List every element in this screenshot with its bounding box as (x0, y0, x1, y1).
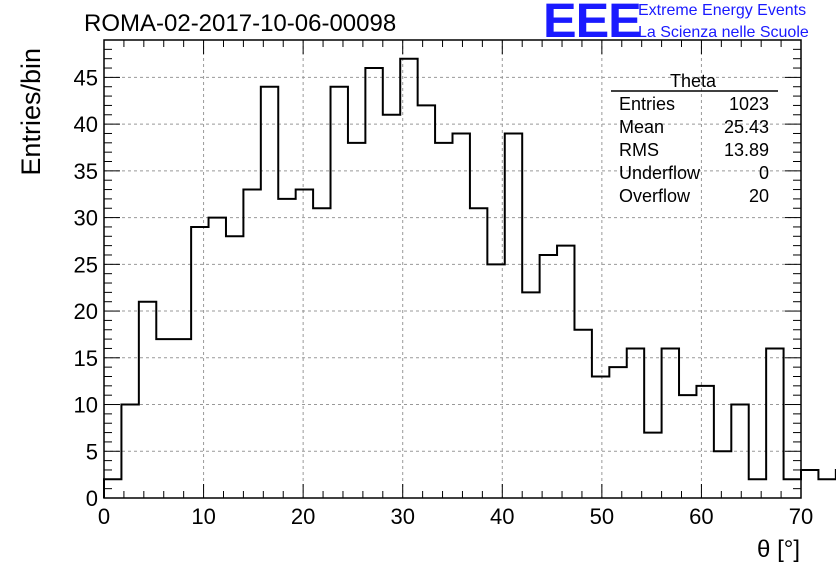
y-axis-label: Entries/bin (16, 48, 46, 176)
tick-labels: 0 10 20 30 40 50 60 70 0 5 10 15 20 25 30 35 40 45 (74, 65, 814, 529)
histogram-bin (226, 236, 243, 498)
x-tick-label: 20 (291, 504, 315, 529)
histogram-bin (243, 190, 260, 498)
histogram-bin (749, 479, 766, 498)
grid (104, 40, 801, 498)
logo-text-line1: Extreme Energy Events (638, 2, 807, 19)
stats-label: Overflow (619, 186, 691, 206)
plot-frame (103, 39, 802, 499)
histogram-bin (662, 348, 679, 498)
stats-label: Underflow (619, 163, 701, 183)
y-tick-label: 35 (74, 159, 98, 184)
histogram-bin (435, 143, 452, 498)
histogram-bin (278, 199, 295, 498)
x-tick-label: 10 (191, 504, 215, 529)
logo-text-line2: La Scienza nelle Scuole (638, 24, 809, 41)
histogram-bin (592, 376, 609, 498)
histogram-bin (714, 451, 731, 498)
histogram-series (103, 57, 836, 498)
histogram-bin (331, 87, 348, 498)
y-tick-label: 10 (74, 393, 98, 418)
histogram-bin (644, 433, 661, 498)
y-tick-label: 5 (86, 439, 98, 464)
histogram-bin (818, 479, 835, 498)
x-tick-label: 30 (390, 504, 414, 529)
x-tick-label: 0 (98, 504, 110, 529)
histogram-bin (453, 133, 470, 498)
histogram-bin (609, 367, 626, 498)
histogram-bin (191, 227, 208, 498)
stats-box: Theta Entries 1023 Mean 25.43 RMS 13.89 Underf… (611, 71, 778, 206)
x-axis-label: θ [°] (757, 536, 800, 563)
histogram-bin (801, 470, 818, 498)
x-tick-label: 60 (689, 504, 713, 529)
histogram-bin (766, 348, 783, 498)
y-tick-label: 30 (74, 206, 98, 231)
histogram-bin (522, 292, 539, 498)
stats-label: Entries (619, 94, 675, 114)
histogram-bin (574, 330, 591, 498)
histogram-bin (156, 339, 173, 498)
y-tick-label: 40 (74, 112, 98, 137)
stats-value: 13.89 (724, 140, 769, 160)
histogram-bin (383, 115, 400, 498)
histogram-bin (470, 208, 487, 498)
histogram-bin (696, 386, 713, 498)
stats-title: Theta (670, 71, 717, 91)
y-tick-label: 15 (74, 346, 98, 371)
stats-label: Mean (619, 117, 664, 137)
histogram-bin (679, 395, 696, 498)
chart-title: ROMA-02-2017-10-06-00098 (84, 10, 397, 37)
axis-ticks (103, 39, 802, 499)
histogram-bin (365, 68, 382, 498)
stats-value: 0 (759, 163, 769, 183)
stats-value: 20 (749, 186, 769, 206)
stats-value: 25.43 (724, 117, 769, 137)
x-tick-label: 70 (789, 504, 813, 529)
y-tick-label: 20 (74, 299, 98, 324)
histogram-bin (540, 255, 557, 498)
histogram-bin (505, 133, 522, 498)
histogram-bin (209, 218, 226, 498)
histogram-bin (627, 348, 644, 498)
histogram-bin (418, 105, 435, 498)
histogram-bin (313, 208, 330, 498)
x-tick-label: 50 (590, 504, 614, 529)
histogram-bin (557, 246, 574, 498)
y-tick-label: 25 (74, 252, 98, 277)
y-tick-label: 45 (74, 65, 98, 90)
histogram-bin (139, 302, 156, 498)
x-tick-label: 40 (490, 504, 514, 529)
histogram-bin (261, 87, 278, 498)
stats-value: 1023 (729, 94, 769, 114)
stats-label: RMS (619, 140, 659, 160)
histogram-bin (348, 143, 365, 498)
y-tick-label: 0 (86, 486, 98, 511)
histogram-bin (174, 339, 191, 498)
